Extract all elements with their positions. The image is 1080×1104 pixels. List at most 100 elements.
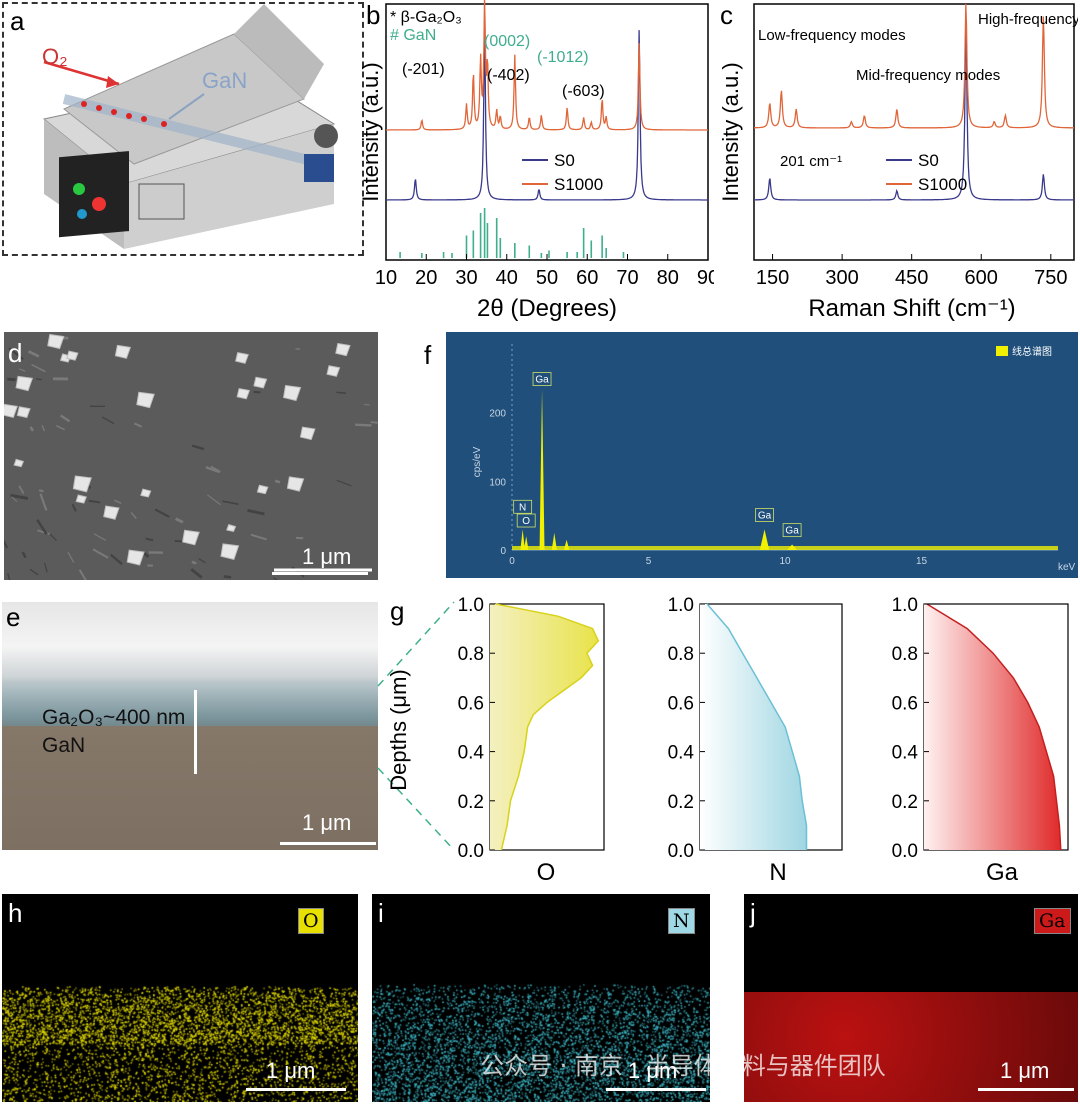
scale-bar-i	[606, 1088, 706, 1091]
panel-label-c: c	[720, 0, 733, 30]
element-badge-n: N	[668, 908, 695, 934]
sem-texture	[145, 537, 154, 542]
eds-x-tick-label: 10	[779, 556, 791, 567]
panel-a: O₂ GaN a	[2, 2, 364, 256]
sem-texture	[43, 562, 48, 573]
depth-y-tick-label: 0.4	[668, 743, 695, 764]
sem-texture	[71, 503, 77, 512]
sem-texture	[272, 576, 284, 580]
sem-texture	[55, 425, 65, 431]
sem-texture	[67, 551, 75, 563]
eds-peak	[520, 529, 525, 550]
sem-crystallite	[4, 403, 18, 419]
raman-chart: 150 300 450 600 750 Raman Shift (cm⁻¹) Inten…	[718, 3, 1078, 322]
sem-crystallite	[182, 529, 200, 546]
panel-label-a: a	[10, 6, 25, 36]
scale-label-j: 1 μm	[1000, 1058, 1050, 1083]
sem-crystallite	[47, 333, 65, 350]
sem-texture	[130, 512, 137, 520]
sem-texture	[31, 363, 46, 373]
sem-texture	[7, 573, 12, 580]
sem-texture	[274, 479, 281, 484]
n-elemental-map	[372, 894, 710, 1102]
sem-texture	[7, 377, 16, 382]
eds-chart: 0 100 200 0 5 10 15 Ga NO Ga Ga cps/eV keV 线总谱图	[472, 344, 1076, 573]
raman-ann-201: 201 cm⁻¹	[780, 153, 842, 170]
raman-mid-label: Mid-frequency modes	[856, 67, 1000, 84]
furnace-illustration: O₂ GaN	[42, 4, 338, 249]
sem-crystallite	[326, 365, 341, 377]
eds-peak-label-box	[513, 499, 533, 514]
eds-baseline	[512, 546, 1058, 550]
sem-crystallite	[66, 350, 79, 361]
sem-crystallite	[16, 406, 31, 419]
eds-x-tick-label: 15	[916, 556, 928, 567]
eds-ylabel: cps/eV	[472, 446, 483, 477]
sem-texture	[27, 350, 40, 358]
depth-profiles: 0.0 0.2 0.4 0.6 0.8 1.0 0.0 0.2 0.4 0.6 0.8 1.0 0.0 0…	[386, 595, 1069, 886]
eds-peak-label: Ga	[785, 526, 799, 537]
panel-g: 0.0 0.2 0.4 0.6 0.8 1.0 0.0 0.2 0.4 0.6 0.8 1.0 0.0 0…	[382, 582, 1078, 892]
depth-y-tick-label: 1.0	[668, 595, 694, 616]
xrd-x-tick-label: 70	[616, 267, 638, 289]
sem-crystallite	[253, 376, 268, 389]
depth-y-tick-label: 0.8	[458, 644, 484, 665]
watermark: 公众号 · 南京 · 半导体材料与器件团队	[480, 1052, 886, 1080]
eds-x-tick-label: 5	[646, 556, 652, 567]
eds-peak-label: O	[522, 516, 530, 527]
sem-texture	[29, 568, 39, 576]
depth-y-tick-label: 0.4	[892, 743, 919, 764]
sem-texture	[101, 416, 115, 425]
xrd-x-tick-label: 80	[657, 267, 679, 289]
eds-y-tick-label: 0	[500, 546, 506, 557]
scale-bar-h	[246, 1088, 346, 1091]
panel-label-f-outer: f	[424, 340, 432, 370]
sem-texture	[370, 421, 378, 424]
eds-peak-label-box	[532, 372, 552, 386]
sem-texture	[295, 536, 304, 540]
xrd-legend-s1000: S1000	[554, 175, 603, 194]
sem-crystallite	[236, 387, 251, 400]
eds-peak	[759, 529, 770, 550]
oxide-layer-label: Ga₂O₃~400 nm	[42, 706, 186, 729]
raman-y-axis-label: Intensity (a.u.)	[718, 62, 743, 201]
depth-y-tick-label: 0.0	[668, 841, 694, 862]
scale-label-e: 1 μm	[302, 810, 352, 835]
zoom-guide-lines	[377, 601, 455, 851]
xrd-x-axis-label: 2θ (Degrees)	[477, 295, 617, 322]
element-badge-o: O	[298, 908, 324, 934]
xrd-y-axis-label: Intensity (a.u.)	[362, 62, 383, 201]
sem-texture	[8, 347, 24, 361]
sem-texture	[336, 479, 352, 487]
raman-x-axis-label: Raman Shift (cm⁻¹)	[808, 295, 1015, 322]
sem-crystallite	[15, 375, 34, 392]
panel-i: N 1 μm i	[372, 894, 710, 1102]
panel-label-b: b	[366, 0, 381, 30]
depth-xlabel-ga: Ga	[986, 859, 1019, 886]
panel-label-d: d	[8, 338, 23, 368]
xrd-ann-603: (-603)	[562, 83, 605, 100]
depth-line-Ga	[926, 603, 1062, 851]
xrd-x-tick-label: 90	[697, 267, 714, 289]
sem-texture	[89, 405, 105, 407]
panel-label-i: i	[378, 898, 384, 928]
depth-y-tick-label: 0.0	[892, 841, 918, 862]
sem-crystallite	[235, 352, 249, 364]
sem-crystallite	[103, 505, 120, 520]
depth-y-tick-label: 0.6	[458, 693, 484, 714]
depth-line-O	[495, 603, 600, 851]
eds-xunit: keV	[1058, 562, 1076, 573]
raman-low-label: Low-frequency modes	[758, 27, 906, 44]
depth-y-tick-label: 0.8	[668, 644, 694, 665]
sem-texture	[19, 368, 26, 372]
scale-label-h: 1 μm	[266, 1058, 316, 1083]
raman-legend-s1000: S1000	[918, 175, 967, 194]
eds-y-tick-label: 100	[489, 477, 506, 488]
sem-texture	[52, 377, 69, 381]
sem-texture	[247, 508, 265, 516]
sem-texture	[78, 569, 90, 580]
eds-peak-label: Ga	[535, 375, 549, 386]
eds-y-tick-label: 200	[489, 409, 506, 420]
sem-texture	[336, 391, 347, 394]
xrd-x-tick-label: 60	[576, 267, 598, 289]
